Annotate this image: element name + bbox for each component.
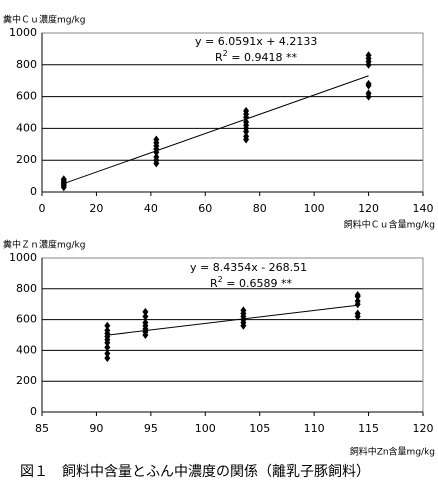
x-tick-label: 100 bbox=[304, 202, 325, 215]
point bbox=[365, 89, 372, 98]
point bbox=[60, 175, 67, 184]
y-tick-label: 0 bbox=[30, 405, 37, 418]
x-tick-label: 115 bbox=[358, 422, 379, 435]
x-tick-label: 40 bbox=[144, 202, 158, 215]
point bbox=[243, 132, 250, 141]
y-tick-label: 1000 bbox=[9, 251, 37, 264]
x-tick-label: 140 bbox=[413, 202, 434, 215]
x-tick-label: 90 bbox=[89, 422, 103, 435]
y-axis-title: 糞中Ｚｎ濃度mg/kg bbox=[3, 239, 85, 251]
point bbox=[104, 326, 111, 335]
y-tick-label: 800 bbox=[16, 58, 37, 71]
y-tick-label: 400 bbox=[16, 343, 37, 356]
x-tick-label: 80 bbox=[253, 202, 267, 215]
point bbox=[104, 349, 111, 358]
y-axis-title: 糞中Ｃｕ濃度mg/kg bbox=[3, 14, 85, 26]
point bbox=[142, 318, 149, 327]
x-tick-label: 85 bbox=[35, 422, 49, 435]
y-tick-label: 200 bbox=[16, 153, 37, 166]
point bbox=[354, 309, 361, 318]
point bbox=[243, 106, 250, 115]
y-tick-label: 600 bbox=[16, 90, 37, 103]
r2-label: R2 = 0.6589 ** bbox=[210, 275, 292, 290]
x-tick-label: 95 bbox=[144, 422, 158, 435]
caption: 図１ 飼料中含量とふん中濃度の関係（離乳子豚飼料） bbox=[20, 463, 370, 480]
x-axis-title: 飼料中Zn含量mg/kg bbox=[350, 446, 435, 458]
point bbox=[104, 321, 111, 330]
x-tick-label: 105 bbox=[249, 422, 270, 435]
trendline bbox=[63, 75, 369, 185]
point bbox=[153, 153, 160, 162]
y-tick-label: 600 bbox=[16, 313, 37, 326]
point bbox=[104, 343, 111, 352]
r2-part: 2 bbox=[223, 49, 228, 58]
x-tick-label: 0 bbox=[39, 202, 46, 215]
point bbox=[365, 79, 372, 88]
point bbox=[354, 297, 361, 306]
trendline bbox=[107, 304, 358, 336]
equation: y = 6.0591x + 4.2133 bbox=[195, 35, 317, 48]
r2-part: R bbox=[210, 277, 218, 290]
x-tick-label: 120 bbox=[358, 202, 379, 215]
y-tick-label: 1000 bbox=[9, 26, 37, 39]
r2-label: R2 = 0.9418 ** bbox=[215, 49, 297, 64]
point bbox=[104, 354, 111, 363]
x-tick-label: 20 bbox=[89, 202, 103, 215]
point bbox=[240, 306, 247, 315]
x-axis-title: 飼料中Ｃｕ含量mg/kg bbox=[344, 219, 435, 231]
point bbox=[365, 51, 372, 60]
x-tick-label: 120 bbox=[413, 422, 434, 435]
point bbox=[354, 290, 361, 299]
point bbox=[243, 118, 250, 127]
r2-part: R bbox=[215, 51, 223, 64]
x-tick-label: 100 bbox=[195, 422, 216, 435]
r2-part: = 0.9418 ** bbox=[228, 51, 298, 64]
point bbox=[142, 307, 149, 316]
x-tick-label: 60 bbox=[198, 202, 212, 215]
point bbox=[142, 312, 149, 321]
y-tick-label: 0 bbox=[30, 185, 37, 198]
r2-part: 2 bbox=[218, 275, 223, 284]
y-tick-label: 400 bbox=[16, 121, 37, 134]
r2-part: = 0.6589 ** bbox=[223, 277, 293, 290]
y-tick-label: 200 bbox=[16, 374, 37, 387]
point bbox=[153, 135, 160, 144]
x-tick-label: 110 bbox=[304, 422, 325, 435]
equation: y = 8.4354x - 268.51 bbox=[190, 261, 307, 274]
y-tick-label: 800 bbox=[16, 282, 37, 295]
